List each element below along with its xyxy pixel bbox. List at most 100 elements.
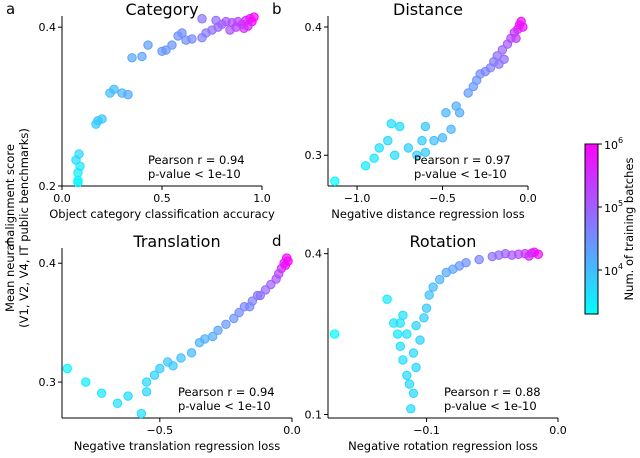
data-point bbox=[255, 290, 265, 301]
p-value-text: p-value < 1e-10 bbox=[414, 167, 507, 181]
panel-letter: d bbox=[272, 232, 282, 250]
pearson-r-text: Pearson r = 0.88 bbox=[444, 385, 541, 399]
data-point bbox=[112, 398, 123, 408]
panel-title: Translation bbox=[132, 232, 220, 251]
data-point bbox=[408, 348, 419, 358]
panel-c: −0.5 0.0 0.3 0.4 Translation c Negative transl… bbox=[6, 232, 301, 453]
data-point bbox=[437, 133, 448, 143]
pearson-r-text: Pearson r = 0.94 bbox=[148, 153, 245, 167]
data-point bbox=[382, 294, 392, 304]
panel-title: Rotation bbox=[410, 232, 477, 251]
data-point bbox=[161, 45, 171, 55]
x-tick-label: 0.0 bbox=[283, 424, 301, 437]
pearson-r-text: Pearson r = 0.94 bbox=[178, 385, 275, 399]
data-point bbox=[234, 307, 244, 318]
data-point bbox=[229, 313, 239, 324]
data-point bbox=[383, 135, 393, 146]
data-point bbox=[404, 379, 415, 389]
y-tick-label: 0.4 bbox=[39, 257, 57, 270]
data-point bbox=[329, 329, 340, 339]
data-point bbox=[200, 334, 210, 344]
data-point bbox=[96, 388, 107, 398]
data-point bbox=[283, 256, 293, 266]
y-tick-label: 0.1 bbox=[305, 408, 323, 421]
data-point bbox=[141, 377, 152, 387]
data-point bbox=[518, 22, 528, 32]
data-point bbox=[369, 153, 379, 163]
x-axis-label: Object category classification accuracy bbox=[49, 207, 275, 221]
data-point bbox=[395, 121, 405, 132]
panel-b: −1.0 −0.5 0.0 0.3 0.4 Distance b Negative dista… bbox=[272, 0, 537, 221]
data-point bbox=[428, 282, 438, 292]
data-point bbox=[402, 370, 412, 381]
y-tick-label: 0.4 bbox=[39, 21, 57, 34]
data-point bbox=[176, 353, 186, 363]
data-point bbox=[524, 251, 534, 261]
data-point bbox=[213, 325, 223, 336]
data-point bbox=[420, 121, 431, 132]
data-point bbox=[435, 274, 445, 285]
data-point bbox=[93, 115, 103, 126]
y-tick-label: 0.4 bbox=[305, 21, 323, 34]
data-point bbox=[73, 177, 83, 188]
data-point bbox=[403, 143, 414, 153]
shared-y-label: Mean neural alignment score (V1, V2, V4, … bbox=[3, 128, 31, 328]
data-point bbox=[419, 313, 429, 323]
y-tick-label: 0.2 bbox=[39, 180, 57, 193]
data-point bbox=[197, 14, 207, 24]
colorbar-label: Num. of training batches bbox=[622, 158, 636, 301]
data-point bbox=[468, 81, 478, 92]
data-point bbox=[451, 101, 461, 111]
data-point bbox=[424, 290, 434, 300]
y-label-line-2: (V1, V2, V4, IT public benchmarks) bbox=[17, 128, 31, 328]
data-point bbox=[402, 329, 412, 339]
data-point bbox=[511, 33, 521, 43]
pearson-r-text: Pearson r = 0.97 bbox=[414, 153, 511, 167]
p-value-text: p-value < 1e-10 bbox=[178, 399, 271, 413]
data-point bbox=[167, 40, 177, 50]
data-point bbox=[406, 404, 416, 414]
y-tick-label: 0.3 bbox=[305, 149, 323, 162]
data-point bbox=[420, 147, 431, 157]
x-axis-label: Negative translation regression loss bbox=[74, 439, 281, 453]
data-point bbox=[461, 258, 471, 268]
data-point bbox=[497, 45, 508, 55]
data-point bbox=[392, 329, 403, 339]
data-point bbox=[187, 34, 197, 44]
data-point bbox=[429, 135, 439, 146]
x-tick-label: 0.5 bbox=[153, 192, 171, 205]
colorbar-tick-label: 106 bbox=[604, 136, 623, 152]
data-point bbox=[441, 108, 451, 118]
data-point bbox=[395, 341, 405, 351]
data-point bbox=[186, 348, 197, 358]
data-point bbox=[398, 355, 408, 365]
data-point bbox=[249, 12, 259, 22]
data-point bbox=[408, 388, 419, 399]
data-point bbox=[415, 335, 425, 345]
data-point bbox=[330, 176, 340, 186]
p-value-text: p-value < 1e-10 bbox=[444, 399, 537, 413]
colorbar-label-group: Num. of training batches bbox=[622, 158, 636, 301]
data-point bbox=[123, 391, 133, 401]
data-point bbox=[411, 362, 421, 373]
data-point bbox=[141, 387, 152, 397]
y-tick-label: 0.3 bbox=[39, 376, 57, 389]
data-point bbox=[398, 310, 408, 321]
data-point bbox=[474, 254, 484, 265]
y-label-line-1: Mean neural alignment score bbox=[3, 144, 17, 312]
data-point bbox=[412, 150, 422, 160]
panel-title: Distance bbox=[393, 0, 463, 19]
data-point bbox=[360, 161, 371, 171]
data-point bbox=[411, 320, 421, 331]
panel-a: 0.0 0.5 1.0 0.2 0.4 Category a Object category … bbox=[6, 0, 275, 221]
panel-letter: a bbox=[6, 0, 15, 18]
data-point bbox=[533, 249, 543, 259]
panel-letter: c bbox=[6, 232, 14, 250]
data-point bbox=[245, 302, 255, 312]
panel-letter: b bbox=[272, 0, 282, 18]
x-tick-label: 0.0 bbox=[53, 192, 71, 205]
data-point bbox=[211, 15, 221, 26]
x-tick-label: −1.0 bbox=[344, 192, 371, 205]
x-tick-label: −0.5 bbox=[429, 192, 456, 205]
